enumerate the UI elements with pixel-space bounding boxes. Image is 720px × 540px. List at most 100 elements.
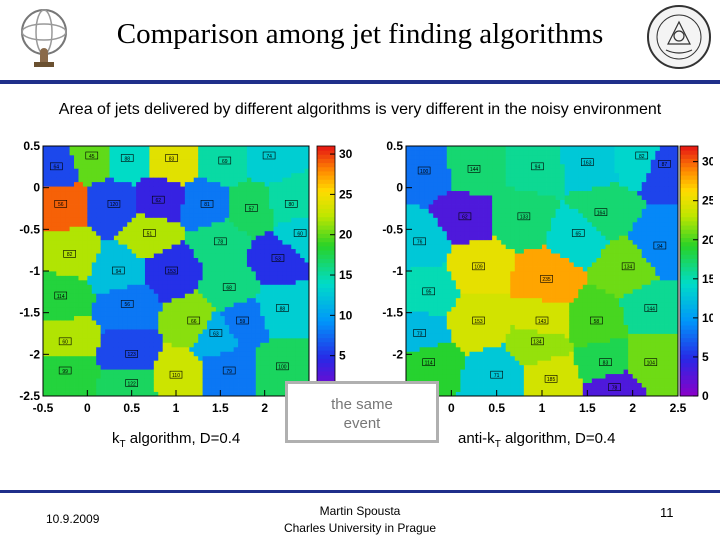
heatmap-cell [149,181,155,187]
heatmap-cell [109,230,115,236]
heatmap-cell [442,253,448,258]
heatmap-cell [455,172,461,178]
heatmap-cell [455,391,461,397]
heatmap-cell [246,275,252,281]
heatmap-cell [295,293,301,299]
heatmap-cell [269,146,274,151]
heatmap-cell [505,297,511,303]
heatmap-cell [136,172,141,178]
heatmap-cell [483,329,488,334]
heatmap-cell [91,257,97,263]
heatmap-cell [180,351,186,357]
heatmap-cell [140,382,146,388]
heatmap-cell [176,346,181,352]
heatmap-cell [286,159,292,165]
heatmap-cell [105,337,110,343]
heatmap-cell [469,369,475,375]
heatmap-cell [406,208,411,214]
heatmap-cell [202,333,208,339]
heatmap-cell [291,159,297,165]
colorbar-segment [317,258,335,264]
heatmap-cell [118,177,124,183]
heatmap-cell [428,150,434,156]
heatmap-cell [207,230,212,236]
heatmap-cell [100,355,106,361]
heatmap-cell [496,159,502,165]
heatmap-cell [211,163,217,169]
heatmap-cell [198,337,203,343]
heatmap-cell [184,230,190,236]
heatmap-cell [492,163,498,169]
heatmap-cell [492,235,498,241]
heatmap-cell [162,266,168,272]
heatmap-cell [127,262,133,267]
heatmap-cell [109,271,115,276]
heatmap-cell [51,208,57,214]
heatmap-cell [246,226,252,232]
heatmap-cell [211,248,217,254]
heatmap-cell [207,297,212,303]
heatmap-cell [167,150,172,156]
heatmap-cell [149,324,155,330]
heatmap-cell [501,364,507,370]
heatmap-cell [167,195,172,200]
heatmap-cell [451,342,457,348]
heatmap-cell [78,217,84,223]
heatmap-cell [277,154,283,160]
heatmap-cell [144,373,150,379]
heatmap-cell [207,163,212,169]
heatmap-cell [487,302,493,308]
heatmap-cell [478,324,484,330]
heatmap-cell [65,297,70,303]
heatmap-cell [282,190,288,196]
heatmap-cell [140,297,146,303]
y-tick-label: -2 [29,347,40,361]
heatmap-cell [286,168,292,174]
heatmap-cell [277,226,283,232]
heatmap-cell [229,391,235,397]
heatmap-cell [162,235,168,241]
heatmap-cell [149,177,155,183]
heatmap-cell [510,306,516,312]
heatmap-cell [469,342,475,348]
heatmap-cell [455,266,461,272]
heatmap-cell [433,248,439,254]
heatmap-cell [109,351,115,357]
heatmap-cell [131,217,137,223]
heatmap-cell [442,275,448,281]
heatmap-cell [415,288,420,294]
heatmap-cell [238,329,243,334]
heatmap-cell [260,248,266,254]
heatmap-cell [136,373,141,379]
heatmap-cell [47,364,53,370]
heatmap-cell [153,364,159,370]
heatmap-cell [273,337,279,343]
heatmap-cell [224,181,230,187]
heatmap-cell [144,342,150,348]
heatmap-cell [233,387,239,392]
heatmap-cell [171,235,177,241]
heatmap-cell [122,333,128,339]
heatmap-cell [171,306,177,312]
heatmap-cell [127,181,133,187]
heatmap-cell [469,351,475,357]
heatmap-cell [523,320,529,325]
heatmap-cell [474,204,479,209]
heatmap-cell [176,382,181,388]
heatmap-cell [483,262,488,267]
heatmap-cell [158,284,164,290]
heatmap-cell [492,248,498,254]
heatmap-cell [273,208,279,214]
heatmap-cell [51,253,57,258]
heatmap-cell [87,346,93,352]
heatmap-cell [43,172,48,178]
heatmap-cell [153,302,159,308]
heatmap-cell [122,387,128,392]
heatmap-cell [87,302,93,308]
heatmap-cell [158,373,164,379]
heatmap-cell [442,387,448,392]
heatmap-cell [238,355,243,361]
heatmap-cell [140,226,146,232]
heatmap-cell [122,248,128,254]
heatmap-cell [300,217,305,223]
